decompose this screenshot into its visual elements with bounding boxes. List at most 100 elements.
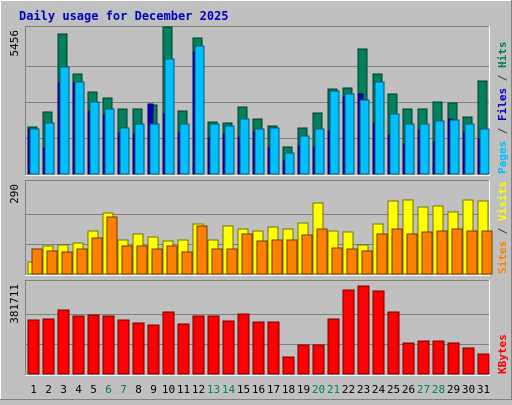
bar-sites	[331, 247, 343, 275]
bar-sites	[226, 248, 238, 275]
bar-kbytes	[387, 311, 400, 375]
x-tick-label: 8	[135, 383, 142, 396]
bar-pages	[209, 123, 220, 175]
bar-pages	[344, 93, 355, 175]
bar-sites	[241, 233, 253, 275]
bar-sites	[391, 228, 403, 275]
bar-pages	[329, 90, 340, 175]
bar-pages	[404, 123, 415, 175]
bar-kbytes	[342, 289, 355, 375]
x-tick-label: 9	[150, 383, 157, 396]
bar-sites	[256, 240, 268, 275]
x-tick-label: 10	[162, 383, 175, 396]
bar-pages	[59, 66, 70, 175]
bar-sites	[121, 245, 133, 275]
bar-pages	[44, 122, 55, 175]
bar-sites	[466, 230, 478, 275]
bar-kbytes	[177, 323, 190, 375]
panel-legend-label: Sites / Visits	[496, 181, 509, 274]
bar-pages	[464, 123, 475, 175]
bar-pages	[224, 125, 235, 175]
bar-kbytes	[222, 320, 235, 375]
bar-kbytes	[132, 322, 145, 375]
legend-part: Sites	[496, 241, 509, 274]
bar-kbytes	[192, 315, 205, 375]
bar-sites	[91, 237, 103, 275]
bar-kbytes	[432, 340, 445, 375]
x-tick-label: 30	[462, 383, 475, 396]
x-tick-label: 23	[357, 383, 370, 396]
bar-sites	[346, 248, 358, 275]
bar-pages	[239, 118, 250, 175]
bar-pages	[374, 81, 385, 175]
x-tick-label: 15	[237, 383, 250, 396]
bar-kbytes	[87, 314, 100, 375]
x-tick-label: 20	[312, 383, 325, 396]
x-tick-label: 17	[267, 383, 280, 396]
bar-kbytes	[27, 319, 40, 375]
bar-pages	[104, 108, 115, 175]
x-tick-label: 26	[402, 383, 415, 396]
bar-pages	[479, 128, 490, 175]
bar-pages	[119, 127, 130, 175]
legend-part: Hits	[496, 42, 509, 69]
legend-part: /	[496, 68, 509, 88]
bar-pages	[434, 120, 445, 175]
x-tick-label: 12	[192, 383, 205, 396]
bar-kbytes	[237, 313, 250, 375]
bar-sites	[106, 216, 118, 275]
bar-sites	[61, 251, 73, 275]
bar-kbytes	[282, 356, 295, 375]
series-kbytes	[27, 285, 490, 375]
bar-pages	[89, 101, 100, 175]
bar-pages	[179, 123, 190, 175]
bar-pages	[194, 45, 205, 175]
bar-kbytes	[57, 309, 70, 375]
bar-sites	[271, 239, 283, 275]
x-tick-label: 3	[60, 383, 67, 396]
x-tick-label: 19	[297, 383, 310, 396]
bar-pages	[419, 123, 430, 175]
x-tick-label: 7	[120, 383, 127, 396]
bar-kbytes	[402, 342, 415, 375]
x-tick-label: 28	[432, 383, 445, 396]
x-tick-label: 6	[105, 383, 112, 396]
bar-pages	[149, 123, 160, 175]
bar-pages	[74, 81, 85, 175]
panel-mid: 290 Sites / Visits	[8, 180, 509, 276]
bar-kbytes	[462, 347, 475, 375]
bar-kbytes	[147, 324, 160, 375]
bar-sites	[196, 225, 208, 275]
x-tick-label: 11	[177, 383, 190, 396]
x-tick-label: 22	[342, 383, 355, 396]
bar-pages	[164, 58, 175, 175]
x-tick-label: 5	[90, 383, 97, 396]
bar-kbytes	[297, 344, 310, 375]
x-tick-label: 27	[417, 383, 430, 396]
x-tick-label: 1	[30, 383, 37, 396]
x-axis-labels: 1 2 3 4 5 6 7 8 9 10 11 12 13 14 15 16 17 18 19 20 21 22 23 24 2…	[30, 383, 490, 396]
panel-top: 5456 Pages / Files / Hits	[8, 26, 509, 176]
bar-pages	[284, 152, 295, 175]
series-sites	[31, 216, 493, 275]
panel-legend-label: Pages / Files / Hits	[496, 42, 509, 175]
chart-panels: 5456 Pages / Files / Hits 290 Sites / Visit…	[8, 26, 509, 376]
x-tick-label: 18	[282, 383, 295, 396]
x-tick-label: 21	[327, 383, 340, 396]
bar-kbytes	[477, 353, 490, 375]
bar-sites	[76, 248, 88, 275]
bar-pages	[254, 128, 265, 175]
legend-part: /	[496, 221, 509, 241]
bar-kbytes	[327, 318, 340, 375]
chart-title: Daily usage for December 2025	[19, 9, 229, 23]
max-value-label: 5456	[8, 30, 21, 57]
legend-part: /	[496, 121, 509, 141]
panel-bottom: 381711 KBytes	[8, 280, 509, 376]
panel-legend-label: KBytes	[496, 334, 509, 374]
bar-sites	[181, 251, 193, 275]
x-tick-label: 31	[477, 383, 490, 396]
bar-sites	[136, 245, 148, 275]
bar-pages	[389, 113, 400, 175]
bar-sites	[421, 231, 433, 275]
